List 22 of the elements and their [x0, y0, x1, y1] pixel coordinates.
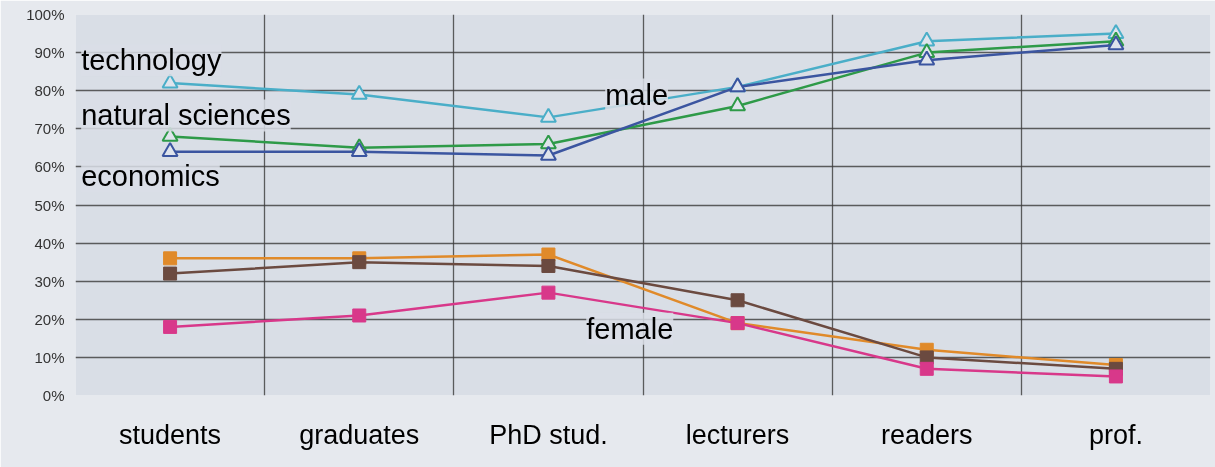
y-tick-label: 70% — [34, 120, 65, 138]
series-label: economics — [81, 160, 220, 193]
x-tick-label: readers — [880, 419, 973, 450]
y-tick-label: 60% — [34, 158, 65, 176]
series-label: natural sciences — [81, 99, 291, 132]
annotation: male — [605, 78, 669, 111]
y-tick-label: 10% — [34, 348, 65, 366]
x-tick-label: PhD stud. — [489, 419, 608, 450]
y-tick-label: 100% — [26, 6, 65, 23]
y-tick-label: 80% — [34, 82, 65, 100]
y-tick-label: 30% — [34, 272, 65, 290]
x-tick-label: students — [119, 419, 222, 450]
y-tick-label: 20% — [34, 310, 65, 328]
y-tick-label: 90% — [34, 44, 65, 62]
x-tick-label: graduates — [299, 419, 420, 450]
x-tick-label: prof. — [1088, 419, 1143, 450]
y-tick-label: 50% — [34, 196, 65, 214]
y-tick-label: 0% — [42, 387, 65, 404]
series-label: technology — [81, 44, 222, 77]
y-tick-label: 40% — [34, 234, 65, 252]
x-tick-label: lecturers — [685, 419, 790, 450]
annotation: female — [586, 312, 674, 345]
